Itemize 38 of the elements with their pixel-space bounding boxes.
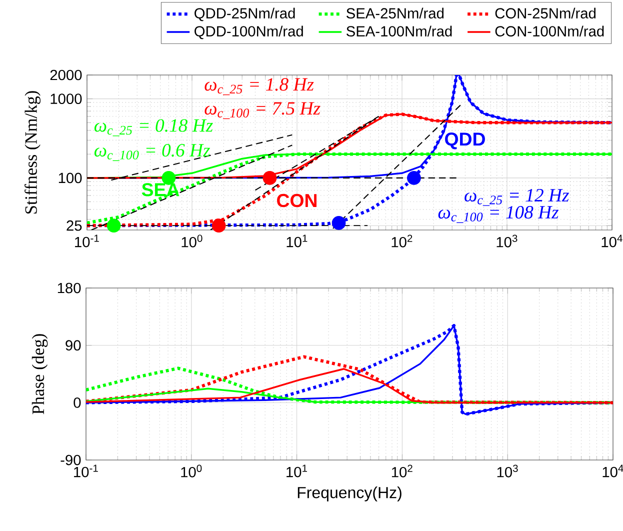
- annotation: ω$_{c_100}$ = 108 Hz: [438, 206, 559, 223]
- x-tick-label: 10$^{0}$: [182, 234, 202, 248]
- y-tick-label: 1000: [50, 94, 82, 104]
- x-tick-label: 10$^{-1}$: [75, 234, 99, 248]
- x-tick-label: 10$^{2}$: [392, 464, 412, 478]
- x-tick-label: 10$^{3}$: [497, 464, 518, 478]
- y-tick-label: 0: [74, 397, 81, 408]
- x-tick-label: 10$^{-1}$: [74, 464, 98, 478]
- annotation: ω$_{c_25}$ = 12 Hz: [464, 188, 569, 206]
- y-tick-label: 180: [58, 282, 81, 294]
- y-tick-label: 25: [66, 220, 82, 231]
- legend-label: CON-25Nm/rad: [495, 8, 596, 19]
- y-tick-label: 100: [58, 172, 82, 184]
- annotation: ω$_{c_25}$ = 1.8 Hz: [204, 78, 314, 96]
- y-tick-label: 2000: [50, 70, 82, 80]
- legend-label: CON-100Nm/rad: [495, 26, 604, 36]
- y-axis-title: Phase (deg): [32, 334, 48, 414]
- legend-label: SEA-25Nm/rad: [346, 8, 444, 19]
- x-tick-label: 10$^{3}$: [496, 234, 518, 248]
- y-tick-label: 90: [66, 340, 81, 351]
- y-tick-label: -90: [60, 454, 81, 466]
- legend-label: QDD-25Nm/rad: [194, 8, 295, 22]
- annotation: ω$_{c_25}$ = 0.18 Hz: [94, 119, 213, 136]
- x-tick-label: 10$^{4}$: [602, 464, 623, 478]
- x-tick-label: 10$^{1}$: [286, 464, 307, 478]
- legend-label: QDD-100Nm/rad: [194, 26, 303, 40]
- y-axis-title: Stiffness (Nm/kg): [24, 91, 41, 214]
- annotation: CON: [277, 194, 316, 208]
- x-tick-label: 10$^{2}$: [392, 234, 412, 248]
- annotation: ω$_{c_100}$ = 0.6 Hz: [94, 144, 210, 161]
- legend-label: SEA-100Nm/rad: [346, 26, 452, 36]
- annotation: QDD: [445, 132, 485, 150]
- x-tick-label: 10$^{1}$: [286, 234, 308, 248]
- annotation: ω$_{c_100}$ = 7.5 Hz: [204, 102, 320, 120]
- x-tick-label: 10$^{0}$: [181, 464, 202, 478]
- x-tick-label: 10$^{4}$: [602, 234, 622, 248]
- annotation: SEA: [142, 183, 180, 196]
- x-axis-title: Frequency(Hz): [298, 486, 402, 502]
